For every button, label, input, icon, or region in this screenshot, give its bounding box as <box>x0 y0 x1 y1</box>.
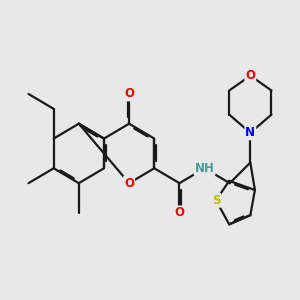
Text: S: S <box>212 194 220 207</box>
Text: NH: NH <box>195 162 214 175</box>
Text: O: O <box>245 69 255 82</box>
Text: O: O <box>124 177 134 190</box>
Text: N: N <box>245 126 255 139</box>
Text: O: O <box>174 206 184 219</box>
Text: O: O <box>124 88 134 100</box>
